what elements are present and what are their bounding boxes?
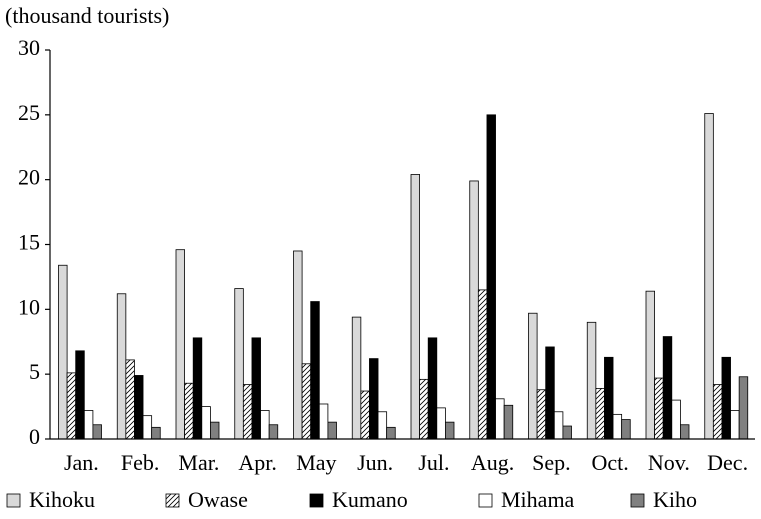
bar	[645, 290, 656, 440]
bar	[142, 415, 153, 440]
bar	[662, 336, 673, 440]
bar	[486, 114, 496, 440]
bar	[553, 411, 564, 440]
x-tick-label: Aug.	[471, 450, 514, 475]
bar	[738, 376, 749, 440]
bar	[621, 419, 631, 440]
legend-label: Owase	[188, 487, 248, 512]
bar	[242, 384, 253, 440]
bar	[301, 363, 312, 440]
bar	[209, 421, 220, 440]
bar	[712, 384, 723, 440]
bar	[251, 337, 261, 440]
x-tick-label: Jul.	[418, 450, 449, 475]
bar	[704, 113, 714, 440]
x-tick-label: Mar.	[178, 450, 219, 475]
y-tick-label: 0	[29, 424, 40, 449]
bar	[477, 289, 488, 440]
bar	[386, 426, 396, 440]
legend-label: Kiho	[653, 487, 697, 512]
bar	[503, 404, 514, 440]
bar	[351, 316, 362, 440]
bar	[83, 410, 94, 440]
legend-label: Kihoku	[29, 487, 95, 512]
bar	[469, 180, 479, 440]
bar	[369, 358, 379, 440]
bar	[58, 264, 68, 440]
x-tick-label: Apr.	[238, 450, 277, 475]
bar	[604, 356, 614, 440]
bar	[192, 337, 203, 440]
x-tick-label: Jun.	[357, 450, 393, 475]
y-tick-label: 20	[18, 165, 40, 190]
bar	[545, 346, 555, 440]
x-tick-label: Feb.	[121, 450, 160, 475]
bar	[175, 249, 186, 440]
legend-label: Kumano	[332, 487, 408, 512]
bar	[151, 426, 161, 440]
bar	[134, 375, 144, 440]
bar	[75, 350, 85, 440]
bar	[293, 250, 303, 440]
x-tick-label: Nov.	[648, 450, 690, 475]
bar	[377, 411, 388, 440]
bar	[721, 356, 731, 440]
bar	[436, 407, 446, 440]
x-tick-label: Oct.	[591, 450, 628, 475]
x-tick-label: Sep.	[532, 450, 571, 475]
x-tick-label: May	[296, 450, 336, 475]
legend-swatch	[630, 493, 645, 508]
legend-swatch	[309, 493, 324, 508]
bar	[268, 424, 279, 440]
x-tick-label: Jan.	[64, 450, 99, 475]
bar	[184, 382, 194, 440]
bar	[586, 321, 597, 440]
legend-swatch	[6, 493, 21, 508]
bar	[92, 424, 102, 440]
legend-swatch	[478, 493, 493, 508]
y-tick-label: 5	[29, 359, 40, 384]
bar	[730, 410, 740, 440]
x-tick-label: Dec.	[707, 450, 748, 475]
bar	[671, 399, 681, 440]
bar	[310, 301, 320, 440]
y-tick-label: 10	[18, 294, 40, 319]
y-tick-label: 25	[18, 100, 40, 125]
bar	[654, 377, 664, 440]
bar	[125, 359, 135, 440]
bar	[528, 312, 538, 440]
bar	[536, 389, 547, 440]
y-axis-label: (thousand tourists)	[5, 3, 169, 28]
bar	[444, 421, 455, 440]
y-tick-label: 15	[18, 230, 40, 255]
bar	[562, 425, 572, 440]
bar	[360, 390, 370, 440]
bar	[595, 388, 605, 440]
bar	[201, 406, 211, 440]
legend-label: Mihama	[501, 487, 575, 512]
legend-swatch	[165, 493, 180, 508]
bar	[419, 378, 429, 440]
y-tick-label: 30	[18, 35, 40, 60]
bar	[495, 398, 505, 440]
bar	[410, 174, 421, 440]
bar	[612, 413, 623, 440]
bar	[427, 337, 438, 440]
bar	[327, 421, 337, 440]
bar	[318, 403, 329, 440]
bar	[116, 293, 127, 440]
bar	[260, 410, 270, 440]
bar	[680, 424, 690, 440]
bar	[66, 372, 77, 440]
bar	[234, 288, 244, 440]
